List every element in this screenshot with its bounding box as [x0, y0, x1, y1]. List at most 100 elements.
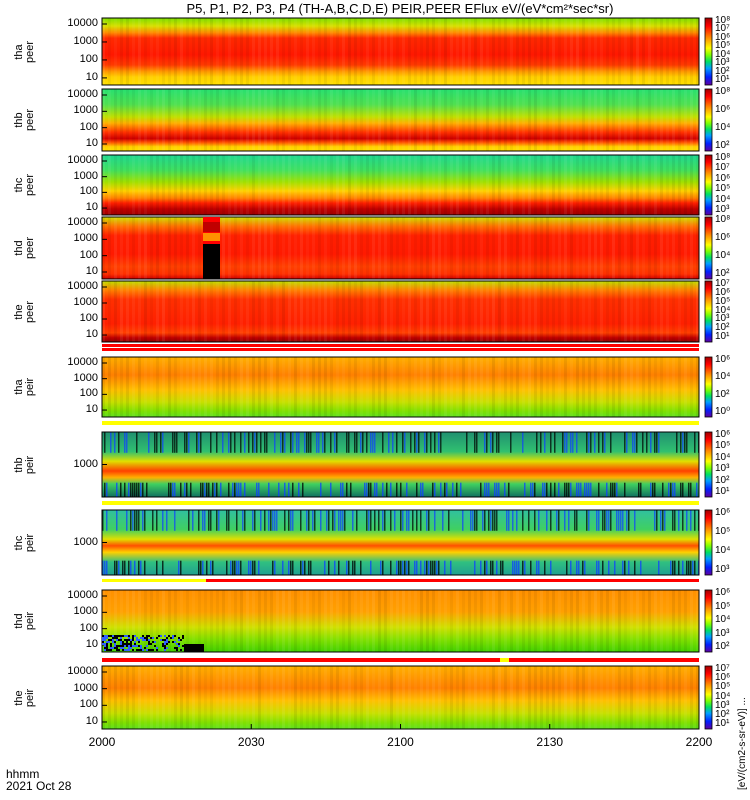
panel-8-cb-tick-4: 10² — [715, 641, 730, 652]
status-bar-red-2 — [102, 348, 699, 351]
panel-7-ytick-label-0: 1000 — [73, 535, 98, 548]
x-tick-label-4: 2200 — [685, 735, 713, 749]
panel-4-ytick-label-0: 10000 — [67, 280, 98, 292]
panel-0-species: peer — [24, 40, 36, 63]
panel-4-cb-tick-3: 10⁴ — [715, 304, 731, 316]
panel-3-cb-tick-0: 10⁸ — [715, 214, 731, 225]
panel-0-cb-tick-0: 10⁸ — [715, 15, 731, 26]
panel-1-frame — [101, 88, 700, 152]
panel-4-texture — [102, 281, 699, 342]
panel-3-ytick-label-1: 1000 — [73, 232, 98, 245]
panel-2-ytick-label-3: 10 — [85, 201, 98, 214]
status-bar-red-1 — [102, 344, 699, 347]
panel-1-spectrogram — [102, 89, 699, 151]
panel-4-spectrogram — [102, 281, 699, 342]
panel-3-cb-tick-2: 10⁴ — [715, 250, 731, 261]
panel-5-ytick-label-2: 100 — [79, 387, 98, 400]
panel-3-cb-tick-3: 10² — [715, 268, 730, 279]
panel-2-colorbar — [704, 154, 713, 216]
panel-7-cb-tick-3: 10³ — [715, 564, 730, 575]
panel-4-cb-tick-0: 10⁷ — [715, 278, 730, 289]
panel-2-cb-tick-2: 10⁶ — [715, 172, 731, 184]
thd-peir-speckle — [102, 635, 184, 651]
panel-8-ytick-label-2: 100 — [79, 621, 98, 634]
panel-5-cb-tick-1: 10⁴ — [715, 371, 731, 383]
panel-2-species: peer — [24, 173, 36, 197]
x-tick-label-1: 2030 — [237, 735, 265, 749]
panel-7-cb-tick-1: 10⁵ — [715, 526, 731, 537]
panel-8-label: thd peir — [13, 606, 36, 636]
panel-5-ytick-label-3: 10 — [85, 403, 98, 416]
panel-1-cb-tick-2: 10⁴ — [715, 122, 731, 133]
panel-1-cb-tick-0: 10⁸ — [715, 86, 731, 97]
panel-1-ytick-label-1: 1000 — [73, 104, 98, 117]
panel-8-cb-tick-1: 10⁵ — [715, 600, 731, 612]
panel-5-label: tha peir — [13, 372, 36, 402]
panel-1-ytick-label-0: 10000 — [67, 88, 98, 100]
panel-3-ytick-label-0: 10000 — [67, 216, 98, 228]
panel-8-species: peir — [24, 611, 36, 631]
panel-8-colorbar — [704, 589, 713, 653]
panel-2-ytick-label-1: 1000 — [73, 169, 98, 182]
panel-9-cb-tick-2: 10⁵ — [715, 681, 731, 693]
status-bar-red-3b — [206, 579, 699, 582]
panel-2-cb-tick-4: 10⁴ — [715, 193, 731, 205]
panel-3-texture — [102, 217, 699, 279]
panel-4-cb-tick-1: 10⁶ — [715, 286, 731, 298]
panel-6-cb-tick-2: 10⁴ — [715, 451, 731, 463]
panel-4-cb-tick-4: 10³ — [715, 313, 730, 325]
panel-0-label: tha peer — [13, 37, 36, 67]
panel-4-frame — [101, 280, 700, 343]
panel-9-texture — [102, 666, 699, 729]
panel-0-ytick-label-0: 10000 — [67, 17, 98, 29]
x-label-row-2: 2021 Oct 28 — [6, 779, 72, 793]
thd-peer-gap-black — [203, 244, 220, 279]
panel-7-label: thc peir — [13, 528, 36, 558]
panel-4-species: peer — [24, 300, 36, 323]
panel-2-ytick-label-0: 10000 — [67, 154, 98, 166]
panel-6-cb-tick-4: 10² — [715, 474, 730, 486]
panel-8-texture — [102, 590, 699, 652]
panel-3-cb-tick-1: 10⁶ — [715, 232, 731, 243]
panel-5-spectrogram — [102, 357, 699, 417]
panel-3-species: peer — [24, 236, 36, 260]
panel-2-cb-tick-3: 10⁵ — [715, 183, 731, 195]
panel-1-colorbar — [704, 88, 713, 152]
panel-0-cb-tick-1: 10⁷ — [715, 23, 730, 35]
panel-0-cb-tick-6: 10² — [715, 65, 730, 77]
panel-7-species: peir — [24, 533, 36, 552]
panel-2-frame — [101, 154, 700, 216]
x-tick-label-2: 2100 — [387, 735, 414, 749]
panel-8-frame — [101, 589, 700, 653]
panel-5-frame — [101, 356, 700, 418]
status-bar-red-4 — [102, 658, 699, 662]
panel-7-colorbar — [704, 509, 713, 576]
panel-1-ytick-label-2: 100 — [79, 120, 98, 133]
panel-0-cb-tick-2: 10⁶ — [715, 31, 731, 43]
panel-9-cb-tick-3: 10⁴ — [715, 690, 731, 702]
panel-5-ytick-label-1: 1000 — [73, 371, 98, 384]
panel-4-ytick-label-2: 100 — [79, 312, 98, 324]
panel-9-ytick-label-0: 10000 — [67, 665, 98, 677]
panel-1-label: thb peer — [13, 105, 36, 135]
panel-4-cb-tick-5: 10² — [715, 322, 730, 334]
status-bar-yellow-2 — [102, 501, 699, 505]
panel-7-cb-tick-2: 10⁴ — [715, 545, 731, 556]
panel-6-cb-tick-5: 10¹ — [715, 486, 730, 497]
panel-5-texture — [102, 357, 699, 417]
panel-8-cb-tick-2: 10⁴ — [715, 614, 731, 625]
panel-5-species: peir — [24, 377, 36, 397]
panel-9-colorbar — [704, 665, 713, 730]
panel-1-species: peer — [24, 108, 36, 132]
panel-1-ytick-label-3: 10 — [85, 137, 98, 149]
x-label-row-1: hhmm — [6, 767, 40, 781]
panel-8-cb-tick-0: 10⁶ — [715, 587, 731, 598]
panel-0-ytick-label-3: 10 — [85, 70, 98, 83]
panel-8-cb-tick-3: 10³ — [715, 627, 730, 639]
panel-0-frame — [101, 17, 700, 86]
panel-7-texture — [102, 510, 700, 575]
panel-6-texture — [104, 432, 700, 497]
panel-0-cb-tick-3: 10⁵ — [715, 40, 731, 52]
panel-9-spectrogram — [102, 666, 699, 729]
